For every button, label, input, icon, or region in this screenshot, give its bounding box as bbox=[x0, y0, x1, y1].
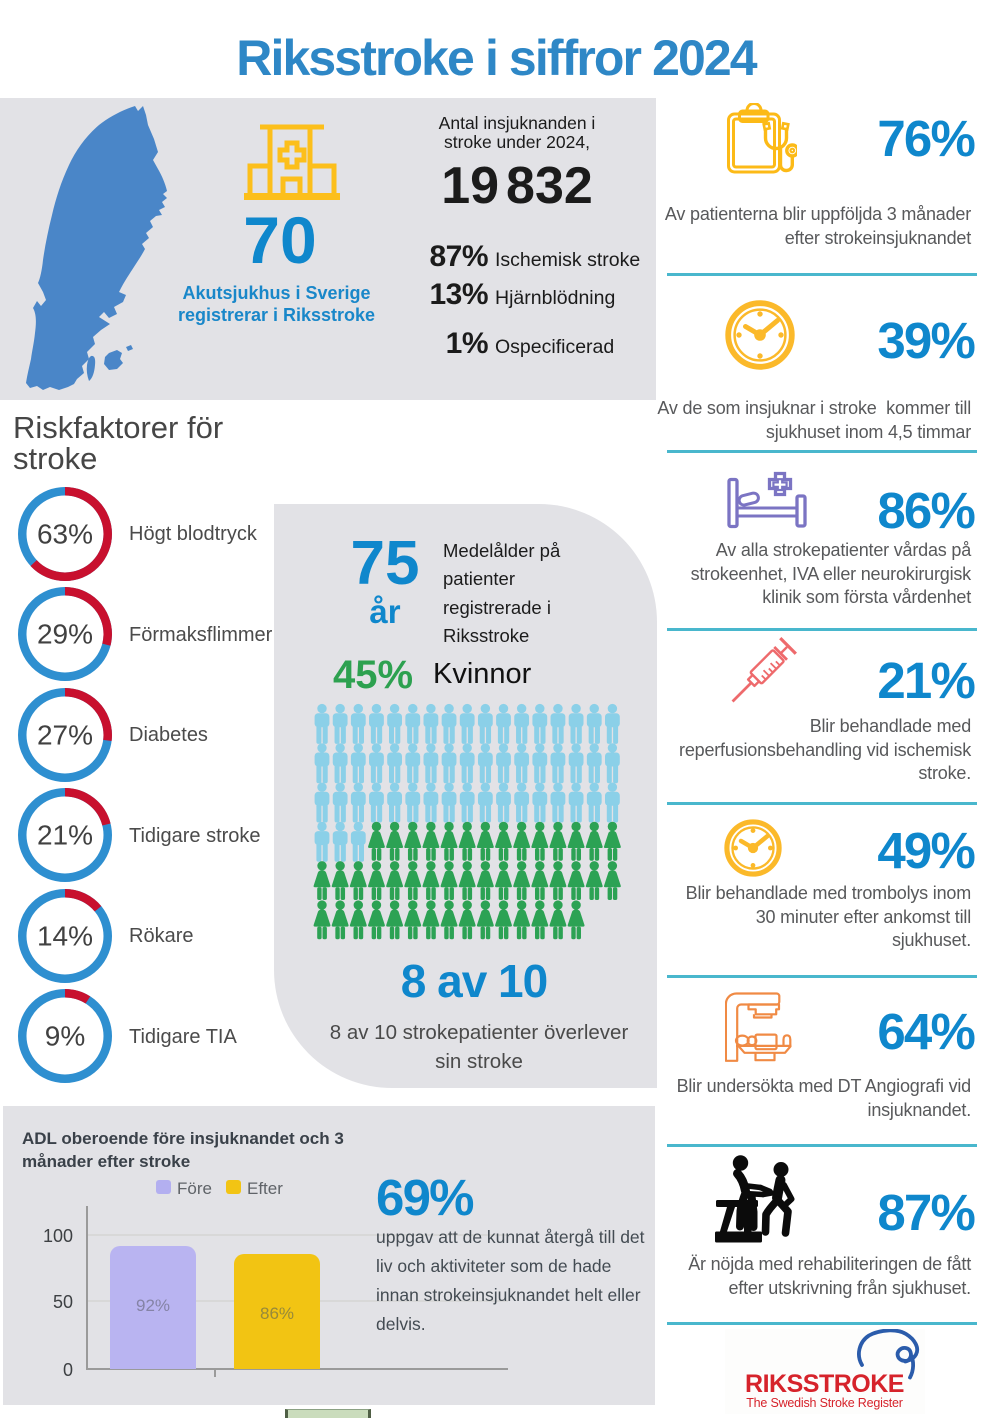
svg-text:29%: 29% bbox=[37, 619, 93, 650]
svg-text:63%: 63% bbox=[37, 518, 93, 549]
svg-text:27%: 27% bbox=[37, 719, 93, 750]
svg-text:21%: 21% bbox=[37, 820, 93, 851]
svg-text:14%: 14% bbox=[37, 920, 93, 951]
svg-text:9%: 9% bbox=[45, 1021, 85, 1052]
